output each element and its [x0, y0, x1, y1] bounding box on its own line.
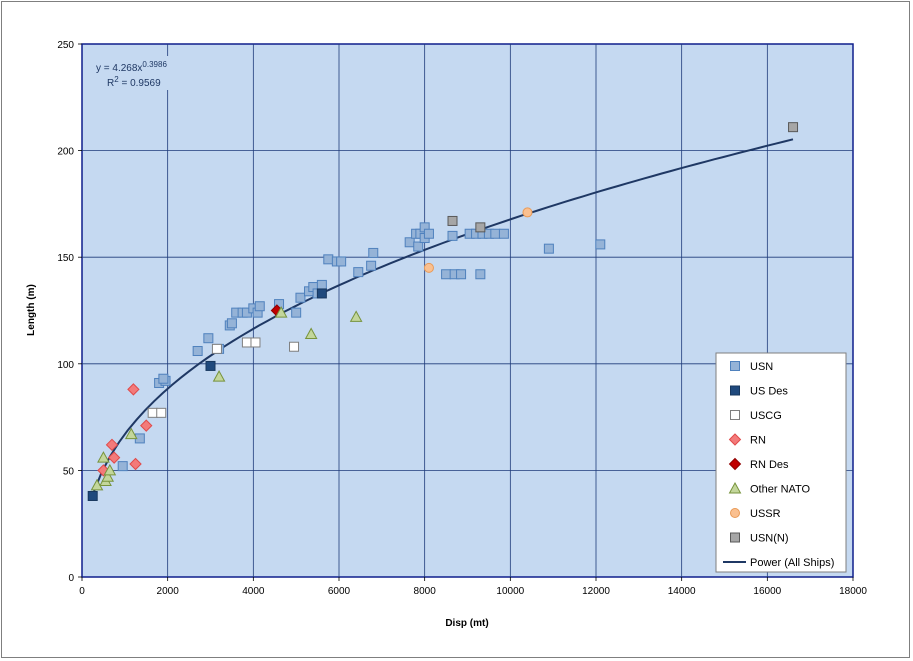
legend-label-us-des: US Des	[750, 386, 788, 398]
point-usn-n	[475, 222, 486, 233]
point-uscg	[289, 341, 300, 352]
y-tick-label: 100	[57, 360, 74, 371]
point-other-nato	[103, 463, 117, 476]
point-us-des	[316, 288, 327, 299]
legend-label-usn-n: USN(N)	[750, 533, 789, 545]
point-usn	[368, 247, 379, 258]
point-usn	[595, 239, 606, 250]
point-other-nato	[90, 478, 104, 491]
point-usn	[192, 346, 203, 357]
legend-label-trendline: Power (All Ships)	[750, 557, 834, 569]
point-rn	[127, 383, 140, 396]
point-usn	[291, 307, 302, 318]
point-uscg	[211, 343, 222, 354]
point-usn	[117, 461, 128, 472]
legend-label-usn: USN	[750, 361, 773, 373]
y-tick-label: 150	[57, 253, 74, 264]
legend-marker-usn-n	[730, 532, 740, 543]
y-tick-label: 200	[57, 147, 74, 158]
point-us-des	[205, 360, 216, 371]
x-tick-label: 10000	[496, 586, 524, 597]
point-rn	[107, 451, 121, 464]
x-axis-title: Disp (mt)	[445, 618, 488, 629]
point-rn	[105, 438, 119, 452]
point-usn	[353, 267, 364, 278]
data-points	[87, 122, 799, 501]
legend-label-uscg: USCG	[750, 410, 782, 422]
point-other-nato	[349, 310, 363, 322]
point-usn	[543, 243, 554, 254]
point-usn	[323, 254, 334, 265]
point-usn	[203, 333, 214, 344]
point-usn	[490, 228, 501, 239]
legend-marker-usn	[730, 361, 740, 371]
r-squared-line: R2 = 0.9569	[107, 75, 161, 89]
point-usn	[413, 241, 424, 252]
power-trendline	[91, 138, 794, 496]
point-usn	[254, 301, 265, 312]
point-other-nato	[274, 306, 288, 318]
x-tick-label: 12000	[582, 586, 610, 597]
x-tick-label: 16000	[753, 586, 781, 597]
point-rn	[129, 457, 142, 471]
point-usn	[316, 279, 327, 290]
x-tick-label: 18000	[839, 586, 867, 597]
point-other-nato	[212, 370, 226, 382]
point-usn	[456, 269, 467, 280]
point-uscg	[241, 337, 252, 348]
point-usn	[423, 228, 434, 239]
legend-marker-rn-des	[728, 457, 742, 471]
y-tick-label: 250	[57, 40, 74, 51]
point-usn	[441, 269, 452, 280]
legend-label-rn: RN	[750, 435, 766, 447]
x-tick-label: 2000	[157, 586, 180, 597]
point-usn	[366, 260, 377, 271]
point-usn	[336, 256, 347, 267]
point-usn-n	[788, 122, 799, 133]
point-rn	[140, 419, 153, 432]
point-us-des	[87, 490, 98, 501]
point-other-nato	[124, 427, 138, 440]
x-tick-label: 4000	[242, 586, 265, 597]
point-usn	[447, 230, 458, 241]
legend-marker-rn	[728, 433, 742, 446]
legend-marker-us-des	[730, 385, 740, 396]
point-usn	[404, 237, 415, 248]
equation-line: y = 4.268x0.3986	[96, 60, 167, 74]
trendline-equation: y = 4.268x0.3986 R2 = 0.9569	[90, 56, 185, 90]
point-usn	[475, 269, 486, 280]
equation-box	[90, 56, 185, 90]
point-usn	[226, 318, 237, 329]
x-tick-label: 6000	[328, 586, 351, 597]
point-ussr	[423, 262, 434, 273]
x-tick-label: 0	[79, 586, 85, 597]
legend-marker-uscg	[730, 410, 740, 420]
legend-marker-ussr	[730, 508, 740, 518]
point-usn	[498, 228, 509, 239]
x-tick-label: 8000	[414, 586, 437, 597]
point-uscg	[147, 407, 158, 418]
point-uscg	[250, 337, 261, 348]
point-other-nato	[101, 470, 115, 482]
y-axis-title: Length (m)	[26, 284, 37, 336]
legend: USN US Des USCG RN RN Des Other NATO USSR USN(N…	[715, 352, 847, 573]
point-usn	[158, 373, 169, 384]
point-usn	[295, 292, 306, 303]
y-tick-label: 0	[68, 573, 74, 584]
point-other-nato	[304, 327, 318, 339]
legend-label-ussr: USSR	[750, 508, 781, 520]
y-tick-label: 50	[63, 466, 75, 477]
tick-labels: 0 2000 4000 6000 8000 10000 12000 14000 16000 180…	[57, 40, 867, 597]
legend-marker-other-nato	[728, 481, 742, 494]
point-other-nato	[97, 451, 110, 463]
point-ussr	[522, 207, 533, 218]
point-usn-n	[447, 215, 458, 226]
x-tick-label: 14000	[668, 586, 696, 597]
point-uscg	[156, 407, 167, 418]
legend-label-rn-des: RN Des	[750, 459, 789, 471]
legend-label-other-nato: Other NATO	[750, 484, 811, 496]
